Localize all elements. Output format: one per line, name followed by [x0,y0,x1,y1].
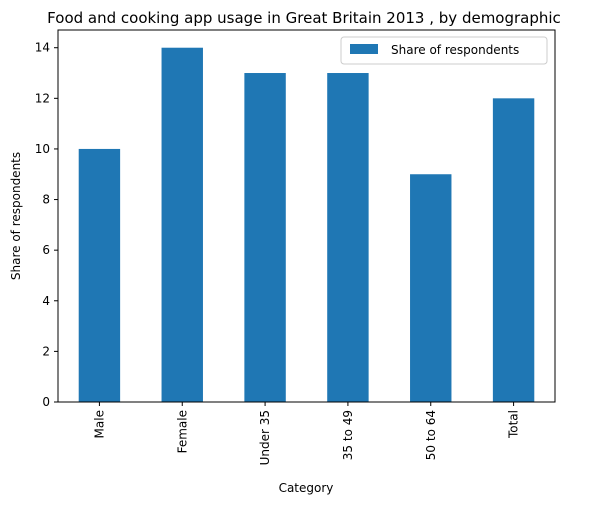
bars [78,47,535,402]
y-axis: 0 2 4 6 8 10 12 14 [35,41,58,409]
y-tick-label: 0 [42,395,50,409]
bar-female [161,47,203,402]
x-tick-label: Male [92,410,106,438]
chart-title: Food and cooking app usage in Great Brit… [47,9,561,27]
x-tick-label: 35 to 49 [341,410,355,460]
y-tick-label: 12 [35,91,50,105]
y-tick-label: 8 [42,193,50,207]
bar-total [492,98,535,402]
y-tick-label: 4 [42,294,50,308]
bar-35-to-49 [327,73,369,402]
x-axis: Male Female Under 35 35 to 49 50 to 64 Total [92,402,521,465]
y-tick-label: 2 [42,344,50,358]
y-axis-label: Share of respondents [9,152,23,280]
legend: Share of respondents [340,36,548,65]
y-tick-label: 6 [42,243,50,257]
x-tick-label: Under 35 [258,410,272,465]
legend-swatch [350,44,378,54]
legend-box [340,36,548,65]
bar-male [78,148,121,402]
bar-under-35 [244,73,286,402]
x-tick-label: Total [507,410,521,439]
x-tick-label: 50 to 64 [424,410,438,460]
x-axis-label: Category [279,481,334,495]
bar-50-to-64 [410,174,452,402]
legend-label: Share of respondents [391,43,519,57]
y-tick-label: 10 [35,142,50,156]
x-tick-label: Female [175,410,189,453]
y-tick-label: 14 [35,41,50,55]
plot-frame [57,29,556,403]
